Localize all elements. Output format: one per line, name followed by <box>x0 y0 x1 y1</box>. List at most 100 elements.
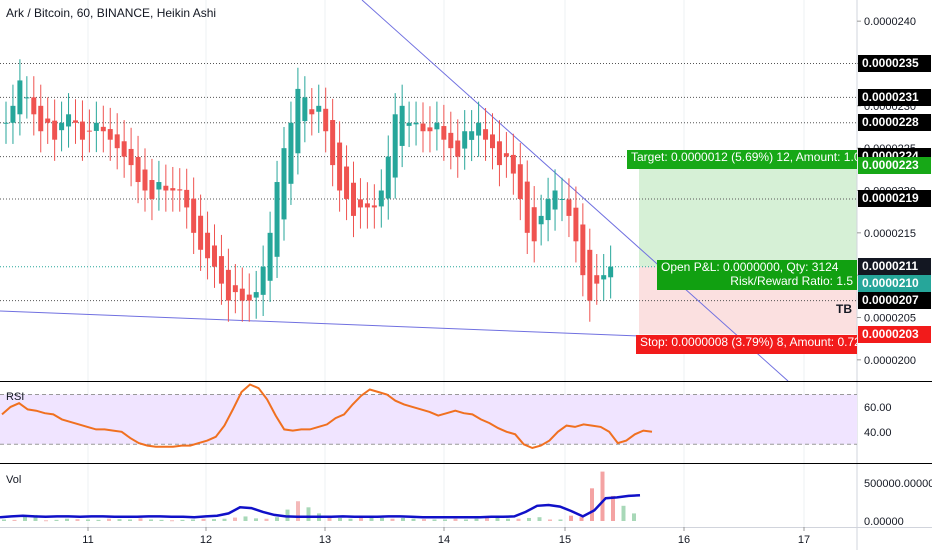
volume-bar <box>86 519 90 521</box>
volume-bar <box>180 519 185 521</box>
rsi-band <box>0 394 857 445</box>
x-tick-label: 16 <box>678 534 690 546</box>
volume-bar <box>128 519 132 521</box>
candle-body <box>45 118 51 123</box>
vol-tick-label: 0.00000 <box>864 516 904 528</box>
candle-body <box>413 122 419 125</box>
volume-bar <box>443 519 447 521</box>
candle-body <box>184 189 190 208</box>
candle-body <box>510 154 516 174</box>
volume-bar <box>464 519 468 521</box>
candle-body <box>198 215 204 250</box>
volume-bar <box>75 519 80 521</box>
candle-body <box>205 232 211 259</box>
volume-bar <box>611 495 615 521</box>
candle-body <box>573 207 579 242</box>
stop-price-tag: 0.0000203 <box>858 325 931 343</box>
candle-body <box>142 169 148 191</box>
candle-body <box>538 215 544 225</box>
candle-body <box>330 120 336 166</box>
volume-bar <box>422 519 426 521</box>
x-tick-label: 15 <box>559 534 571 546</box>
candle-body <box>323 108 329 132</box>
volume-bar <box>474 518 479 521</box>
candle-body <box>455 140 461 157</box>
candle-body <box>601 275 607 280</box>
x-tick-label: 17 <box>798 534 810 546</box>
level-price-tag: 0.0000231 <box>858 88 931 106</box>
target-zone <box>639 165 857 267</box>
volume-bar <box>222 518 227 521</box>
candle-body <box>239 288 245 301</box>
volume-bar <box>275 517 279 521</box>
candle-body <box>156 182 162 190</box>
candle-body <box>191 198 197 233</box>
volume-bar <box>149 519 153 521</box>
volume-ma-line <box>0 493 641 519</box>
volume-bar <box>516 518 521 521</box>
candle-body <box>24 97 30 99</box>
volume-bar <box>107 518 111 521</box>
candle-body <box>476 122 482 136</box>
candle-body <box>246 294 252 301</box>
volume-bar <box>621 505 626 521</box>
volume-bar <box>506 518 510 521</box>
pnl-label: Open P&L: 0.0000000, Qty: 3124 Risk/Rewar… <box>657 260 857 290</box>
level-price-tag: 0.0000207 <box>858 292 931 310</box>
candle-body <box>559 198 565 201</box>
bid-price-tag: 0.0000210 <box>858 275 931 293</box>
candle-body <box>566 199 572 216</box>
candle-body <box>434 122 440 130</box>
volume-bar <box>212 519 216 521</box>
candle-body <box>552 190 558 210</box>
candle-body <box>267 232 273 281</box>
stop-label-line: Stop: 0.0000008 (3.79%) 8, Amount: 0.72 <box>640 335 857 349</box>
support-trendline <box>0 310 641 337</box>
volume-bar <box>117 519 122 521</box>
candle-body <box>38 105 44 132</box>
candle-body <box>483 129 489 140</box>
target-price-tag: 0.0000223 <box>858 156 931 174</box>
candle-body <box>344 166 350 199</box>
vol-label: Vol <box>6 474 22 486</box>
candle-body <box>100 126 106 132</box>
candle-body <box>545 198 551 221</box>
chart-title: Ark / Bitcoin, 60, BINANCE, Heikin Ashi <box>6 6 217 20</box>
candle-body <box>225 269 231 301</box>
volume-bar <box>264 518 269 521</box>
volume-bar <box>12 519 17 521</box>
candle-body <box>378 190 384 207</box>
candle-body <box>371 205 377 208</box>
candle-body <box>79 121 85 140</box>
volume-bar <box>348 518 353 521</box>
candle-body <box>420 123 426 132</box>
candle-body <box>121 141 127 157</box>
candle-body <box>448 132 454 149</box>
candle-body <box>385 156 391 199</box>
volume-bar <box>590 488 594 521</box>
candle-body <box>10 105 16 123</box>
candle-body <box>441 126 447 140</box>
candle-body <box>135 157 141 183</box>
volume-bar <box>537 517 542 521</box>
candle-body <box>52 120 58 140</box>
candle-body <box>524 181 530 233</box>
volume-bar <box>453 518 458 521</box>
x-tick-label: 12 <box>200 534 212 546</box>
candle-body <box>517 164 523 199</box>
candle-body <box>149 180 155 199</box>
volume-bar <box>401 517 405 521</box>
volume-bar <box>432 519 437 521</box>
candle-body <box>17 80 23 115</box>
level-price-tag: 0.0000228 <box>858 114 931 132</box>
rsi-tick-label: 60.00 <box>864 402 892 414</box>
volume-bar <box>495 516 500 521</box>
candle-body <box>427 127 433 132</box>
candle-body <box>177 189 183 191</box>
volume-bar <box>369 515 374 521</box>
volume-bar <box>201 518 206 521</box>
candle-body <box>594 275 600 284</box>
pnl-label-line: Open P&L: 0.0000000, Qty: 3124 <box>661 260 839 274</box>
tb-annotation: TB <box>836 302 852 316</box>
candle-body <box>86 130 92 132</box>
